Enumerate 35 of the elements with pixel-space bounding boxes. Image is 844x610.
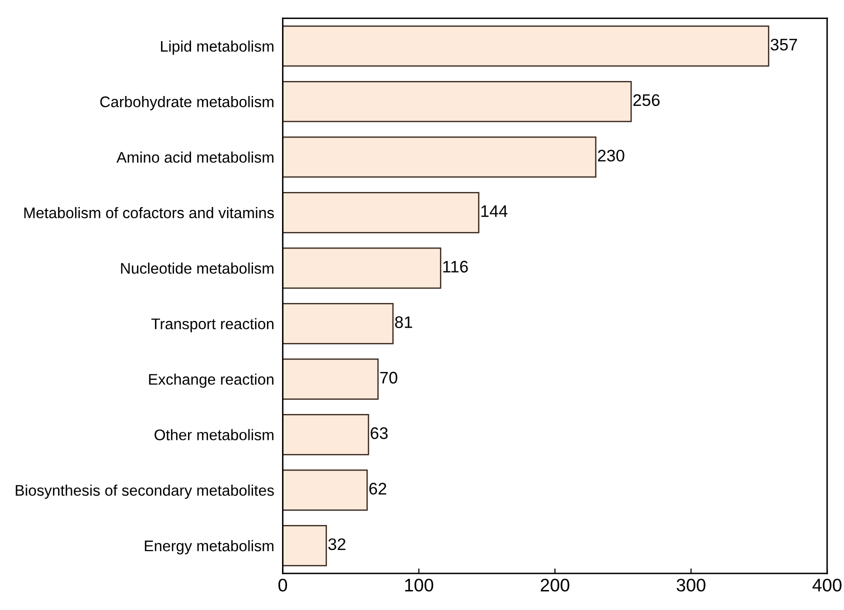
y-tick-label: Energy metabolism — [144, 540, 274, 554]
bar — [282, 247, 442, 289]
y-tick-label: Carbohydrate metabolism — [100, 96, 274, 110]
y-tick-label: Other metabolism — [154, 429, 274, 440]
bar — [282, 470, 368, 511]
data-label: 70 — [380, 372, 398, 384]
x-tick-label: 0 — [278, 578, 288, 592]
x-tick-label: 200 — [540, 578, 570, 592]
bar — [282, 80, 632, 122]
data-label: 230 — [598, 150, 624, 162]
data-label: 63 — [370, 427, 388, 440]
y-tick-label: Nucleotide metabolism — [121, 262, 274, 274]
bar — [282, 136, 596, 178]
data-label: 62 — [369, 482, 386, 495]
bar — [282, 414, 370, 456]
y-tick-label: Amino acid metabolism — [116, 152, 274, 163]
x-tick-label: 100 — [405, 578, 434, 592]
data-label: 144 — [481, 205, 508, 217]
data-label: 357 — [770, 38, 797, 51]
bar — [282, 25, 770, 67]
data-label: 81 — [395, 316, 412, 328]
y-tick-label: Lipid metabolism — [161, 40, 274, 55]
y-tick-label: Exchange reaction — [149, 374, 274, 388]
data-label: 116 — [443, 260, 468, 273]
y-tick-label: Metabolism of cofactors and vitamins — [24, 207, 274, 218]
data-label: 256 — [633, 94, 660, 106]
x-tick-label: 300 — [676, 578, 706, 592]
bar — [282, 358, 379, 400]
x-tick-label: 400 — [812, 578, 842, 592]
y-tick-label: Biosynthesis of secondary metabolites — [16, 484, 274, 499]
data-label: 32 — [328, 538, 346, 550]
bar — [282, 525, 327, 566]
y-tick-label: Transport reaction — [151, 318, 274, 332]
bar — [282, 192, 480, 234]
bar — [282, 302, 394, 344]
